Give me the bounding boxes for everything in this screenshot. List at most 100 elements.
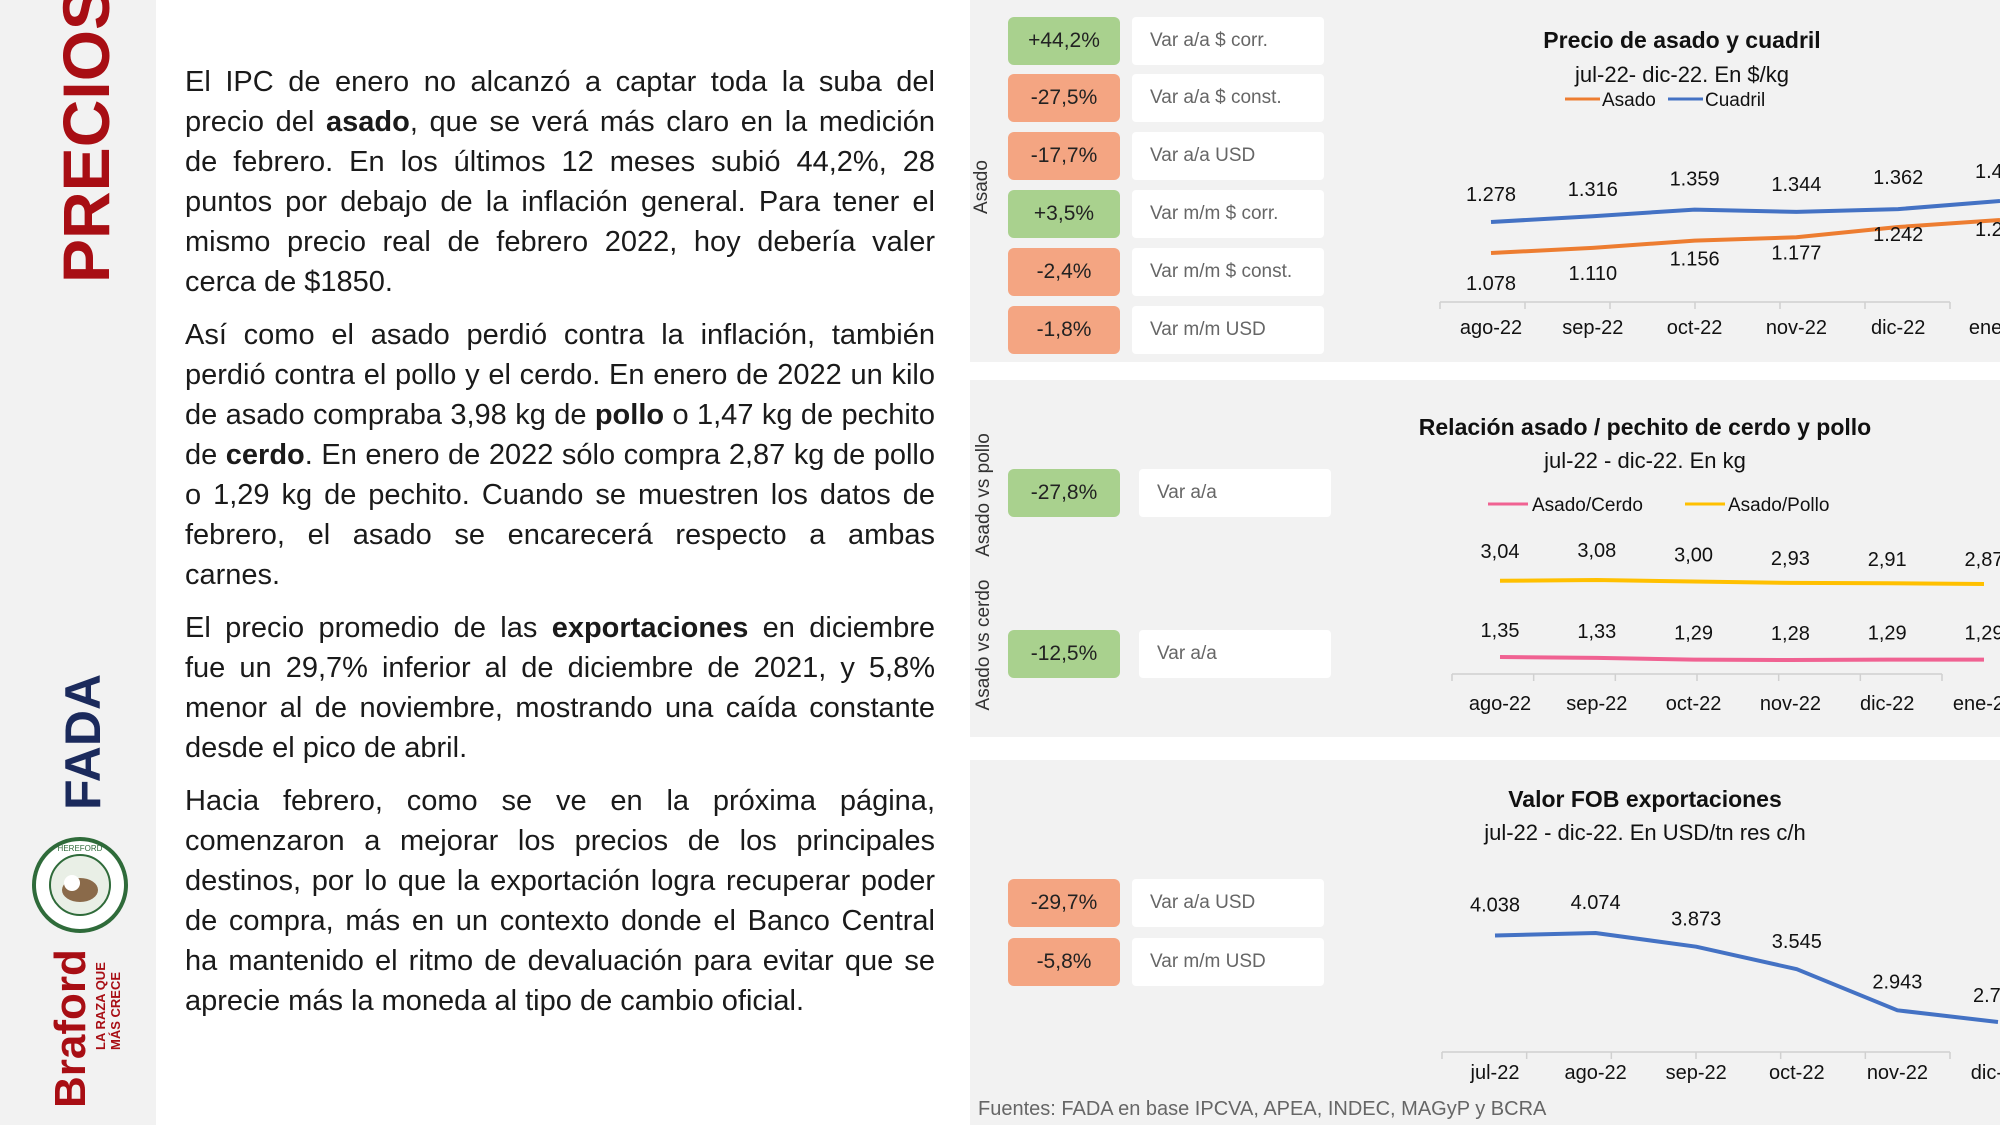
x-tick-label: oct-22 xyxy=(1666,693,1722,715)
data-label: 2.943 xyxy=(1872,971,1922,993)
metric-value-badge: -2,4% xyxy=(1008,248,1120,296)
x-tick-label: dic-22 xyxy=(1871,317,1925,339)
text-column: El IPC de enero no alcanzó a captar toda… xyxy=(185,62,935,1034)
hereford-logo-text: HEREFORD xyxy=(58,844,103,853)
x-tick-label: ago-22 xyxy=(1469,693,1531,715)
x-tick-label: sep-22 xyxy=(1666,1062,1727,1084)
paragraph-pollo-cerdo: Así como el asado perdió contra la infla… xyxy=(185,315,935,595)
braford-logo-text: Braford xyxy=(46,949,95,1108)
panel-fob-exportaciones: -29,7% Var a/a USD -5,8% Var m/m USD Valor … xyxy=(970,760,2000,1125)
x-tick-label: dic-22 xyxy=(1860,693,1914,715)
series-line-asado-pollo xyxy=(1499,578,1985,586)
chart2-title: Relación asado / pechito de cerdo y poll… xyxy=(1419,414,1871,440)
data-label: 3,08 xyxy=(1577,540,1616,562)
hereford-bull-face xyxy=(64,875,80,891)
sidebar: PRECIOS FADA HEREFORD Braford LA RAZA QU… xyxy=(0,0,156,1125)
paragraph-febrero: Hacia febrero, como se ve en la próxima … xyxy=(185,781,935,1021)
data-label: 1,29 xyxy=(1674,623,1713,645)
chart1-title: Precio de asado y cuadril xyxy=(1543,27,1820,53)
chart1-subtitle: jul-22- dic-22. En $/kg xyxy=(1574,62,1789,87)
metric-label: Var m/m $ const. xyxy=(1132,248,1324,296)
chart2-subtitle: jul-22 - dic-22. En kg xyxy=(1543,448,1746,473)
bold-keyword: pollo xyxy=(594,399,665,431)
chart-valor-fob: Valor FOB exportaciones jul-22 - dic-22.… xyxy=(1441,786,2000,1084)
chart1-marks: ago-22 sep-22 oct-22 nov-22 dic-22 ene-23 1.07… xyxy=(1439,161,2000,339)
metric-label: Var m/m $ corr. xyxy=(1132,190,1324,238)
x-tick-label: sep-22 xyxy=(1562,317,1623,339)
data-label: 3.545 xyxy=(1772,931,1822,953)
data-label: 1.316 xyxy=(1568,179,1618,201)
series-line-fob xyxy=(1494,931,1999,1024)
data-label: 1.242 xyxy=(1873,224,1923,246)
braford-tagline-1: LA RAZA QUE xyxy=(93,962,108,1050)
metric-value-badge: -29,7% xyxy=(1008,879,1120,927)
data-label: 3,00 xyxy=(1674,545,1713,567)
group-label-asado-pollo: Asado vs pollo xyxy=(973,433,994,557)
metric-value-badge: -27,5% xyxy=(1008,74,1120,122)
metric-value-badge: -1,8% xyxy=(1008,306,1120,354)
fada-logo: FADA xyxy=(55,674,110,810)
data-label: 3.873 xyxy=(1671,909,1721,931)
data-label: 1.359 xyxy=(1670,169,1720,191)
hereford-logo: HEREFORD xyxy=(32,837,128,933)
data-label: 2,91 xyxy=(1868,549,1907,571)
metric-label: Var a/a USD xyxy=(1132,132,1324,180)
paragraph-exportaciones: El precio promedio de las exportaciones … xyxy=(185,608,935,768)
data-label: 1.156 xyxy=(1670,249,1720,271)
fada-logo-text: FADA xyxy=(55,674,110,810)
data-label: 1.344 xyxy=(1771,174,1821,196)
x-tick-label: nov-22 xyxy=(1867,1062,1928,1084)
x-tick-label: ago-22 xyxy=(1564,1062,1626,1084)
metric-value-badge: -27,8% xyxy=(1008,469,1120,517)
data-label: 1,29 xyxy=(1868,623,1907,645)
metric-value-badge: +44,2% xyxy=(1008,17,1120,65)
data-label: 1.362 xyxy=(1873,167,1923,189)
series-line-cuadril xyxy=(1490,199,2000,224)
data-label: 2,93 xyxy=(1771,548,1810,570)
bold-keyword: asado xyxy=(325,106,410,138)
series-line-asado xyxy=(1490,218,2000,255)
metric-value-badge: +3,5% xyxy=(1008,190,1120,238)
paragraph-asado: El IPC de enero no alcanzó a captar toda… xyxy=(185,62,935,302)
data-label: 1,33 xyxy=(1577,621,1616,643)
x-tick-label: nov-22 xyxy=(1760,693,1821,715)
text-run: El precio promedio de las xyxy=(185,612,552,644)
x-tick-label: ene-23 xyxy=(1953,693,2000,715)
group-label-asado-cerdo: Asado vs cerdo xyxy=(973,579,994,711)
data-label: 1,28 xyxy=(1771,623,1810,645)
text-run: . En enero de 2022 sólo compra 2,87 kg d… xyxy=(185,439,935,591)
chart3-marks: jul-22 ago-22 sep-22 oct-22 nov-22 dic-22 4.03… xyxy=(1441,892,2000,1084)
x-tick-label: jul-22 xyxy=(1470,1062,1520,1084)
metric-value-badge: -17,7% xyxy=(1008,132,1120,180)
metric-label: Var m/m USD xyxy=(1132,306,1324,354)
data-label: 2,87 xyxy=(1965,549,2000,571)
section-title-svg: PRECIOS xyxy=(49,0,123,283)
braford-tagline-2: MÁS CRECE xyxy=(108,972,123,1050)
data-label: 4.074 xyxy=(1571,892,1621,914)
data-label: 1,35 xyxy=(1481,620,1520,642)
metric-value-badge: -5,8% xyxy=(1008,938,1120,986)
bold-keyword: cerdo xyxy=(225,439,305,471)
group-label-asado: Asado xyxy=(971,160,992,214)
text-run: , que se verá más claro en la medición d… xyxy=(185,106,935,298)
legend-label-cuadril: Cuadril xyxy=(1705,90,1765,111)
metric-label: Var a/a xyxy=(1139,630,1331,678)
x-tick-label: sep-22 xyxy=(1566,693,1627,715)
metric-label: Var a/a $ const. xyxy=(1132,74,1324,122)
text-run: en diciembre fue un 29,7% inferior al de… xyxy=(185,612,935,764)
section-title: PRECIOS xyxy=(49,0,123,283)
data-label: 4.038 xyxy=(1470,894,1520,916)
metric-label: Var a/a xyxy=(1139,469,1331,517)
data-label: 1.110 xyxy=(1569,263,1618,285)
chart2-marks: ago-22 sep-22 oct-22 nov-22 dic-22 ene-23 1,35… xyxy=(1451,540,2000,715)
series-line-asado-cerdo xyxy=(1499,655,1984,662)
x-tick-label: oct-22 xyxy=(1769,1062,1825,1084)
chart3-title: Valor FOB exportaciones xyxy=(1508,786,1782,812)
text-run: o 1,47 kg de pechito de xyxy=(185,399,935,471)
legend-label-asado-pollo: Asado/Pollo xyxy=(1728,495,1829,516)
text-run: Así como el asado perdió contra la infla… xyxy=(185,319,935,431)
chart3-subtitle: jul-22 - dic-22. En USD/tn res c/h xyxy=(1483,820,1806,845)
x-tick-label: ago-22 xyxy=(1460,317,1522,339)
metric-label: Var a/a USD xyxy=(1132,879,1324,927)
text-run: Hacia febrero, como se ve en la próxima … xyxy=(185,785,935,1017)
